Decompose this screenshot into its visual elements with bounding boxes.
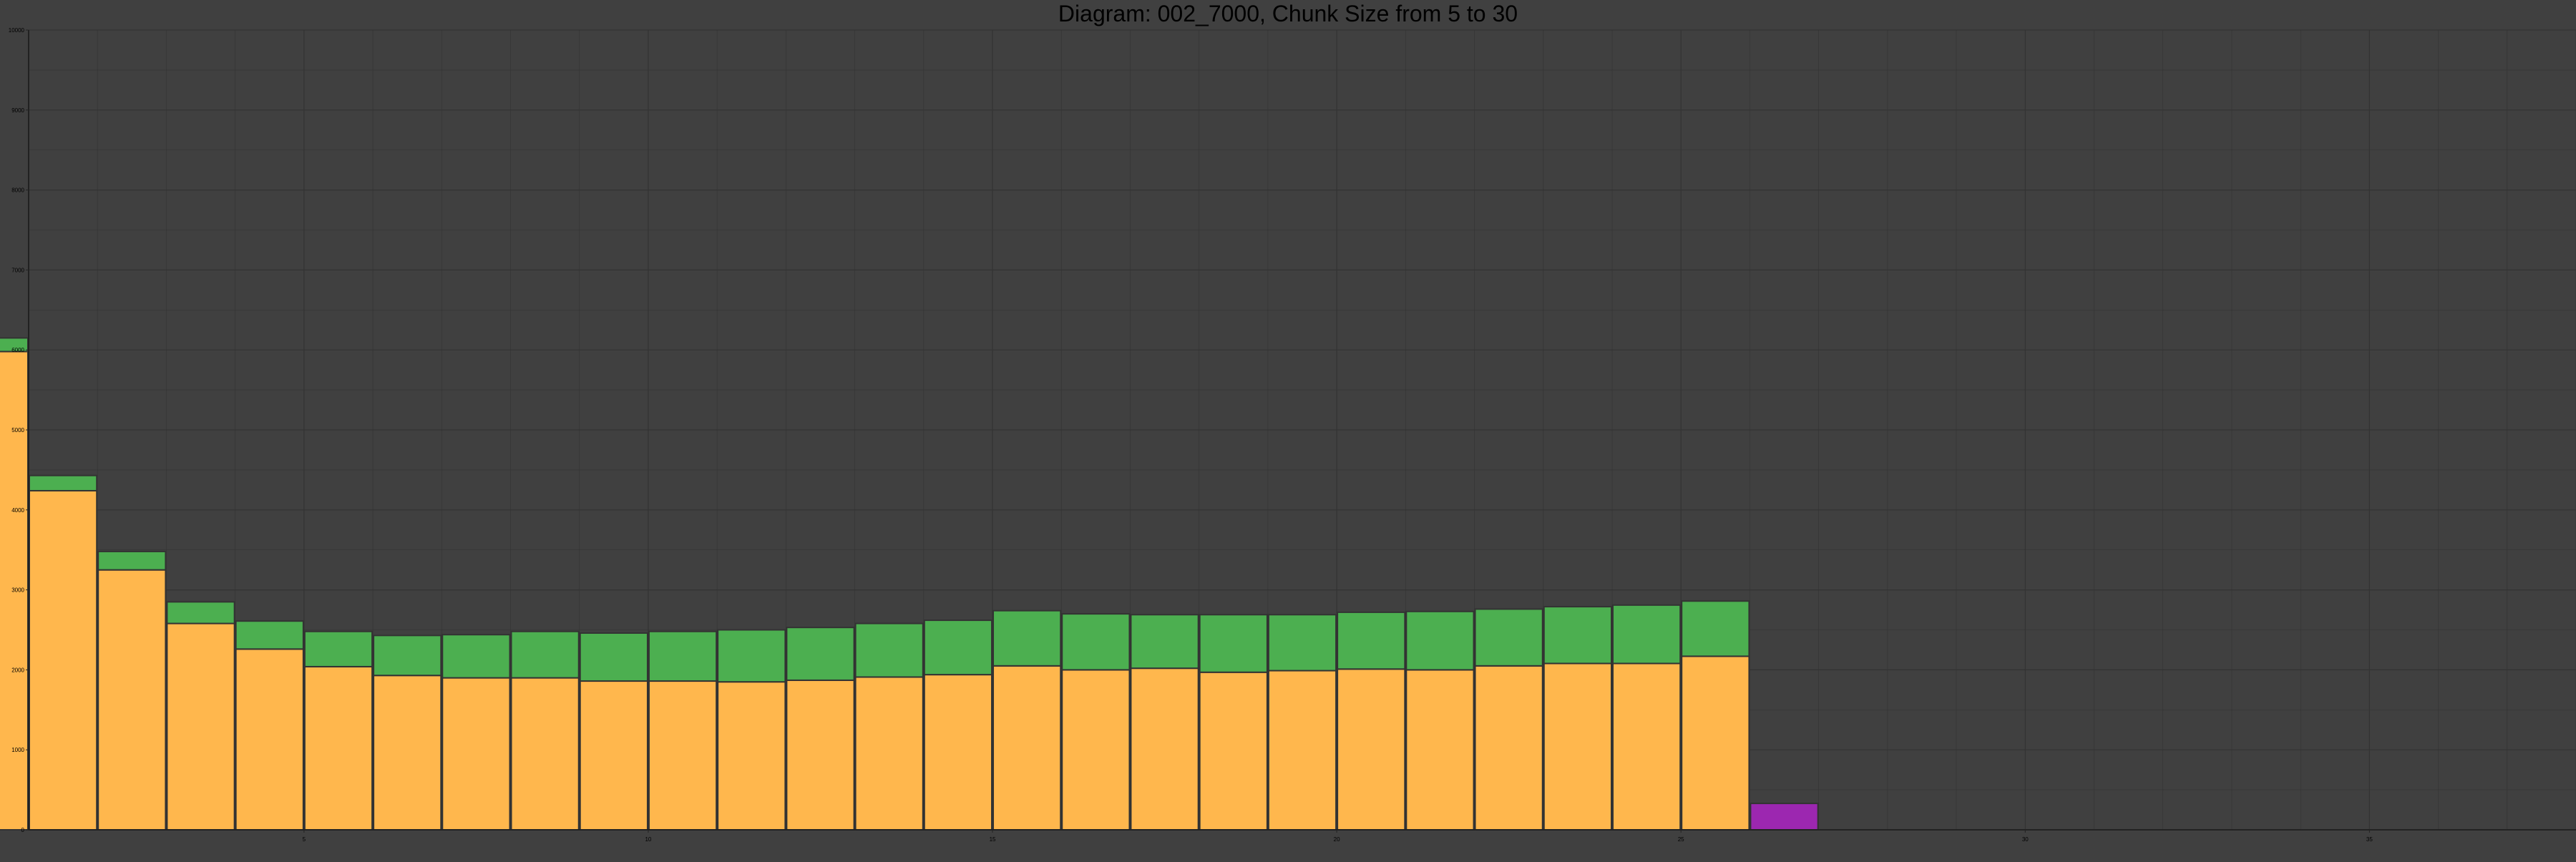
bar-segment xyxy=(579,680,648,831)
x-tick-label: 25 xyxy=(1678,836,1684,843)
x-tick-label: 20 xyxy=(1334,836,1340,843)
bar-segment xyxy=(786,627,855,681)
y-tick-label: 2000 xyxy=(11,667,24,673)
bar-segment xyxy=(1267,670,1337,831)
bar-segment xyxy=(1611,662,1682,831)
y-tick-label: 0 xyxy=(21,827,25,833)
x-tick-label: 10 xyxy=(645,836,651,843)
bars xyxy=(0,337,1819,831)
bar-segment xyxy=(303,630,374,667)
bar-segment xyxy=(648,680,718,831)
bar-segment xyxy=(992,665,1062,831)
bar-segment xyxy=(235,620,304,650)
bar-segment xyxy=(923,619,993,676)
y-tick-label: 5000 xyxy=(11,427,24,434)
bar-segment xyxy=(373,675,442,831)
bar-segment xyxy=(1061,613,1131,671)
bar-segment xyxy=(786,679,855,831)
bar-segment xyxy=(1750,803,1819,831)
bar-segment xyxy=(29,489,98,831)
y-tick-label: 10000 xyxy=(9,27,25,34)
bar-segment xyxy=(373,635,442,677)
x-tick-label: 30 xyxy=(2022,836,2029,843)
bar-segment xyxy=(29,474,98,491)
bar-segment xyxy=(1405,610,1475,671)
x-tick-label: 35 xyxy=(2366,836,2373,843)
y-tick-label: 8000 xyxy=(11,187,24,194)
y-tick-label: 7000 xyxy=(11,267,24,273)
chart-title: Diagram: 002_7000, Chunk Size from 5 to … xyxy=(1058,1,1518,26)
bar-segment xyxy=(992,609,1062,667)
bar-segment xyxy=(510,630,580,679)
bar-segment xyxy=(1543,606,1612,665)
axes: 0 1000 2000 3000 4000 5000 6000 7000 8000 9000 100… xyxy=(9,27,2576,843)
y-tick-label: 9000 xyxy=(11,107,24,114)
bar-segment xyxy=(854,622,924,678)
y-tick-label: 1000 xyxy=(11,747,24,753)
x-tick-label: 5 xyxy=(303,836,306,843)
bar-segment xyxy=(579,632,648,682)
bar-segment xyxy=(235,648,304,831)
bar-segment xyxy=(1543,662,1612,831)
bar-segment xyxy=(1681,655,1750,831)
bar-segment xyxy=(1130,667,1199,831)
bar-segment xyxy=(166,601,235,625)
bar-segment xyxy=(1199,671,1268,831)
y-tick-label: 6000 xyxy=(11,347,24,353)
bar-segment xyxy=(1474,608,1543,667)
bar-segment xyxy=(303,665,374,831)
x-tick-label: 15 xyxy=(990,836,996,843)
bar-segment xyxy=(1337,611,1406,670)
y-tick-label: 4000 xyxy=(11,507,24,514)
bar-segment xyxy=(1337,668,1406,831)
bar-segment xyxy=(1681,600,1750,657)
bar-segment xyxy=(1199,614,1268,673)
bar-segment xyxy=(97,550,167,571)
bar-segment xyxy=(1267,614,1337,672)
bar-segment xyxy=(166,622,235,831)
bar-segment xyxy=(1474,665,1543,831)
bar-segment xyxy=(97,569,167,831)
bar-segment xyxy=(854,676,924,831)
bar-segment xyxy=(1611,604,1682,665)
bar-segment xyxy=(923,674,993,831)
bar-segment xyxy=(510,677,580,831)
bar-segment xyxy=(441,677,511,831)
bar-segment xyxy=(1061,669,1131,831)
bar-segment xyxy=(648,630,718,682)
bar-segment xyxy=(441,634,511,679)
bar-segment xyxy=(1405,669,1475,831)
bar-segment xyxy=(1130,614,1199,670)
bar-segment xyxy=(717,629,786,683)
bar-segment xyxy=(717,681,786,831)
y-tick-label: 3000 xyxy=(11,587,24,594)
